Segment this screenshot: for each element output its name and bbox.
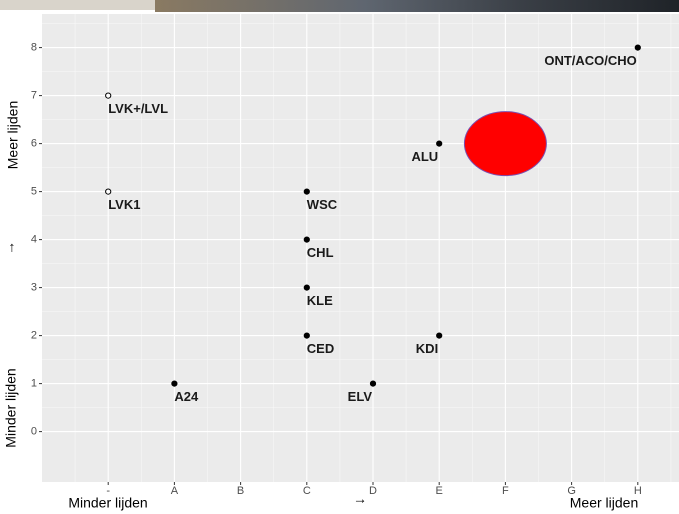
y-tick-label: 5 xyxy=(31,186,37,198)
x-axis-label: Meer lijden xyxy=(570,495,638,511)
y-axis-arrow: ↑ xyxy=(9,239,16,255)
y-tick-label: 3 xyxy=(31,282,37,294)
point xyxy=(304,285,309,290)
x-tick-label: G xyxy=(567,485,576,497)
point-label: CED xyxy=(307,341,334,356)
y-tick-label: 6 xyxy=(31,138,37,150)
x-tick-label: A xyxy=(171,485,179,497)
y-tick-label: 8 xyxy=(31,42,37,54)
y-tick-label: 2 xyxy=(31,330,37,342)
chart: LVK+/LVLLVK1A24WSCCHLKLECEDELVKDIALUONT/… xyxy=(0,0,679,514)
x-tick-label: - xyxy=(106,485,110,497)
y-tick-label: 1 xyxy=(31,378,37,390)
point xyxy=(106,93,111,98)
x-tick-label: D xyxy=(369,485,377,497)
page: LVK+/LVLLVK1A24WSCCHLKLECEDELVKDIALUONT/… xyxy=(0,0,679,514)
point xyxy=(106,189,111,194)
point-label: KDI xyxy=(416,341,438,356)
point-label: CHL xyxy=(307,245,334,260)
y-axis-label: Minder lijden xyxy=(3,368,19,447)
point-label: LVK1 xyxy=(108,197,140,212)
point-label: ELV xyxy=(348,389,373,404)
point xyxy=(437,141,442,146)
point xyxy=(172,381,177,386)
point-label: KLE xyxy=(307,293,333,308)
highlight-marker xyxy=(464,112,546,176)
point xyxy=(370,381,375,386)
point xyxy=(437,333,442,338)
point-label: LVK+/LVL xyxy=(108,101,168,116)
x-tick-label: B xyxy=(237,485,244,497)
point xyxy=(304,333,309,338)
point xyxy=(635,45,640,50)
point-label: ONT/ACO/CHO xyxy=(544,53,636,68)
photo-strip xyxy=(155,0,679,12)
photo-strip xyxy=(0,0,155,10)
point-label: ALU xyxy=(411,149,438,164)
y-tick-label: 0 xyxy=(31,426,37,438)
y-tick-label: 7 xyxy=(31,90,37,102)
point-label: WSC xyxy=(307,197,338,212)
x-tick-label: H xyxy=(634,485,642,497)
x-axis-label: Minder lijden xyxy=(68,495,147,511)
x-tick-label: E xyxy=(436,485,443,497)
x-tick-label: C xyxy=(303,485,311,497)
point-label: A24 xyxy=(174,389,199,404)
point xyxy=(304,189,309,194)
point xyxy=(304,237,309,242)
y-axis-label: Meer lijden xyxy=(5,101,21,169)
x-axis-arrow: → xyxy=(353,491,367,507)
x-tick-label: F xyxy=(502,485,509,497)
y-tick-label: 4 xyxy=(31,234,37,246)
plot-panel xyxy=(42,14,679,482)
